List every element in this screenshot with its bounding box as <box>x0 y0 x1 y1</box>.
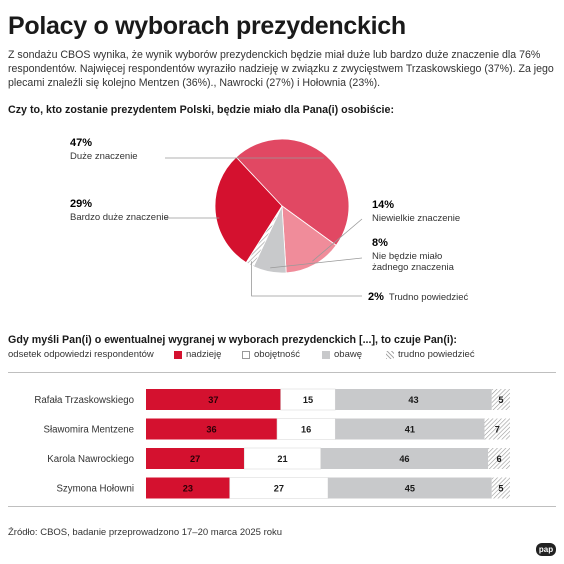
legend-swatch <box>174 350 182 359</box>
pie-value-label-0: 47% <box>70 137 92 149</box>
pie-leader-line <box>270 257 363 269</box>
bar-segment <box>484 418 510 440</box>
bar-value-label: 46 <box>399 454 409 464</box>
source-note: Źródło: CBOS, badanie przeprowadzono 17–… <box>8 527 283 538</box>
bar-segment <box>146 389 281 410</box>
pie-value-label-1: 14% <box>372 199 394 211</box>
stacked-bar-chart: Rafała Trzaskowskiego 37 15 43 5 Sławomira Me… <box>34 388 510 499</box>
bar-segment <box>491 477 510 499</box>
bar-legend: odsetek odpowiedzi respondentów nadzieję… <box>8 349 548 363</box>
bar-value-label: 6 <box>497 454 502 464</box>
bar-segment <box>335 389 492 410</box>
bar-value-label: 45 <box>405 483 415 493</box>
bar-category-label: Szymona Hołowni <box>56 484 134 495</box>
legend-item-hope: nadzieję <box>174 349 221 360</box>
bar-value-label: 16 <box>301 424 311 434</box>
legend-swatch <box>386 350 394 359</box>
pie-slice-0 <box>235 138 350 246</box>
question-1: Czy to, kto zostanie prezydentem Polski,… <box>8 104 395 116</box>
bar-segment <box>491 389 510 410</box>
bar-value-label: 7 <box>495 424 500 434</box>
pie-slice-4 <box>214 156 283 264</box>
bar-value-label: 15 <box>303 395 313 405</box>
page-title: Polacy o wyborach prezydenckich <box>8 12 406 40</box>
pap-logo: pap <box>536 543 556 556</box>
legend-swatch <box>322 350 330 359</box>
pie-category-label-1: Niewielkie znaczenie <box>372 213 460 224</box>
bar-category-label: Sławomira Mentzene <box>44 425 134 436</box>
bar-segment <box>328 477 492 499</box>
bar-value-label: 5 <box>498 483 503 493</box>
divider <box>8 506 556 507</box>
pie-leader-line <box>251 261 362 297</box>
pie-label-3: 2% Trudno powiedzieć <box>368 291 469 303</box>
intro-text: Z sondażu CBOS wynika, że wynik wyborów … <box>8 49 554 89</box>
pie-chart: 47% Duże znaczenie 14% Niewielkie znaczenie… <box>70 137 469 303</box>
bar-value-label: 27 <box>274 483 284 493</box>
bar-segment <box>146 477 230 499</box>
legend-item-fear: obawę <box>322 349 362 360</box>
pie-category-label-0: Duże znaczenie <box>70 151 138 162</box>
legend-label: obawę <box>334 349 362 360</box>
bar-value-label: 23 <box>183 483 193 493</box>
legend-item-hard-to-say: trudno powiedzieć <box>386 349 475 360</box>
legend-swatch <box>242 350 250 359</box>
bar-segment <box>488 448 510 469</box>
bar-value-label: 43 <box>408 395 418 405</box>
legend-item-indifference: obojętność <box>242 349 300 360</box>
pie-leader-line <box>312 218 363 262</box>
bar-value-label: 21 <box>277 454 287 464</box>
pie-slice-1 <box>281 205 337 274</box>
bar-segment <box>146 418 278 440</box>
pie-value-label-4: 29% <box>70 198 92 210</box>
pie-category-label-2: Nie będzie miało <box>372 251 442 262</box>
bar-value-label: 36 <box>206 424 216 434</box>
pie-value-label: 2% <box>368 291 384 303</box>
pie-category-label: Trudno powiedzieć <box>389 292 469 303</box>
bar-segment <box>146 448 245 469</box>
pie-category-label-4: Bardzo duże znaczenie <box>70 212 169 223</box>
legend-label: obojętność <box>254 349 300 360</box>
question-2: Gdy myśli Pan(i) o ewentualnej wygranej … <box>8 334 457 346</box>
legend-label: trudno powiedzieć <box>398 349 475 360</box>
bar-segment <box>320 448 489 469</box>
pie-value-label-2: 8% <box>372 237 388 249</box>
bar-value-label: 27 <box>190 454 200 464</box>
legend-label: nadzieję <box>186 349 222 360</box>
bar-category-label: Rafała Trzaskowskiego <box>34 395 134 406</box>
pie-category-label-2: żadnego znaczenia <box>372 262 455 273</box>
bar-value-label: 37 <box>208 395 218 405</box>
legend-caption: odsetek odpowiedzi respondentów <box>8 349 154 360</box>
bar-value-label: 41 <box>405 424 415 434</box>
divider <box>8 372 556 373</box>
bar-category-label: Karola Nawrockiego <box>47 454 134 465</box>
bar-segment <box>335 418 485 440</box>
bar-value-label: 5 <box>498 395 503 405</box>
